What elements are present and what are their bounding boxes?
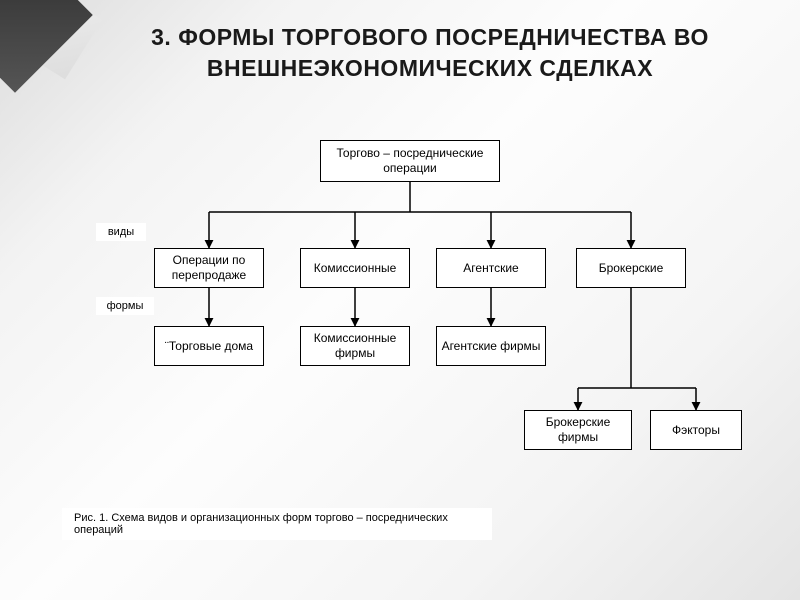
slide-title: 3. ФОРМЫ ТОРГОВОГО ПОСРЕДНИЧЕСТВА ВО ВНЕ… <box>100 22 760 84</box>
node-faktor: Фэкторы <box>650 410 742 450</box>
node-brkfirm: Брокерские фирмы <box>524 410 632 450</box>
node-agent: Агентские <box>436 248 546 288</box>
node-komfirm: Комиссионные фирмы <box>300 326 410 366</box>
slide: 3. ФОРМЫ ТОРГОВОГО ПОСРЕДНИЧЕСТВА ВО ВНЕ… <box>0 0 800 600</box>
node-broker: Брокерские <box>576 248 686 288</box>
node-torgdom: ¨Торговые дома <box>154 326 264 366</box>
node-resale: Операции по перепродаже <box>154 248 264 288</box>
node-root: Торгово – посреднические операции <box>320 140 500 182</box>
figure-caption: Рис. 1. Схема видов и организационных фо… <box>62 508 492 540</box>
node-agfirm: Агентские фирмы <box>436 326 546 366</box>
node-komis: Комиссионные <box>300 248 410 288</box>
label-lbl-vidy: виды <box>96 223 146 241</box>
label-lbl-formy: формы <box>96 297 154 315</box>
